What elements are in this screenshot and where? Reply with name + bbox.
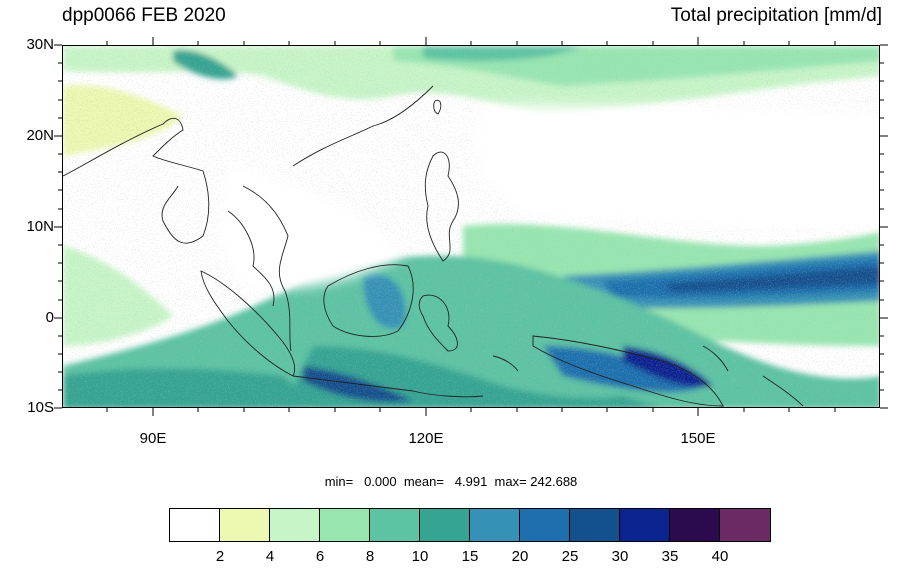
coastlines bbox=[63, 85, 804, 407]
colorbar-swatch bbox=[570, 509, 620, 541]
colorbar-label: 6 bbox=[315, 548, 325, 565]
lat-label-20n: 20N bbox=[26, 127, 54, 144]
precipitation-map bbox=[62, 45, 880, 408]
colorbar-label: 25 bbox=[561, 548, 579, 565]
colorbar-swatch bbox=[270, 509, 320, 541]
colorbar-swatch bbox=[620, 509, 670, 541]
colorbar-swatch bbox=[720, 509, 770, 541]
colorbar-label: 30 bbox=[611, 548, 629, 565]
colorbar-label: 10 bbox=[411, 548, 429, 565]
dry-areas bbox=[219, 106, 879, 289]
colorbar-label: 15 bbox=[461, 548, 479, 565]
map-canvas bbox=[63, 46, 879, 407]
lon-label-90e: 90E bbox=[139, 430, 167, 447]
lat-label-10n: 10N bbox=[26, 218, 54, 235]
lat-label-30n: 30N bbox=[26, 36, 54, 53]
colorbar-label: 4 bbox=[265, 548, 275, 565]
colorbar-swatch bbox=[370, 509, 420, 541]
colorbar-swatch bbox=[170, 509, 220, 541]
colorbar-label: 8 bbox=[365, 548, 375, 565]
colorbar-swatch bbox=[220, 509, 270, 541]
colorbar-swatch bbox=[520, 509, 570, 541]
lon-label-150e: 150E bbox=[680, 430, 716, 447]
colorbar-label: 2 bbox=[215, 548, 225, 565]
colorbar-label: 35 bbox=[661, 548, 679, 565]
colorbar-swatch bbox=[420, 509, 470, 541]
colorbar-label: 20 bbox=[511, 548, 529, 565]
stats-line: min= 0.000 mean= 4.991 max= 242.688 bbox=[324, 474, 578, 489]
colorbar bbox=[169, 508, 771, 542]
variable-title: Total precipitation [mm/d] bbox=[670, 5, 882, 26]
lat-label-10s: 10S bbox=[27, 399, 54, 416]
minor-ticks bbox=[58, 41, 884, 412]
lon-label-120e: 120E bbox=[408, 430, 444, 447]
colorbar-swatch bbox=[670, 509, 720, 541]
map-title: dpp0066 FEB 2020 bbox=[62, 5, 226, 26]
colorbar-swatch bbox=[470, 509, 520, 541]
lat-label-0: 0 bbox=[45, 309, 54, 326]
colorbar-swatch bbox=[320, 509, 370, 541]
colorbar-label: 40 bbox=[711, 548, 729, 565]
